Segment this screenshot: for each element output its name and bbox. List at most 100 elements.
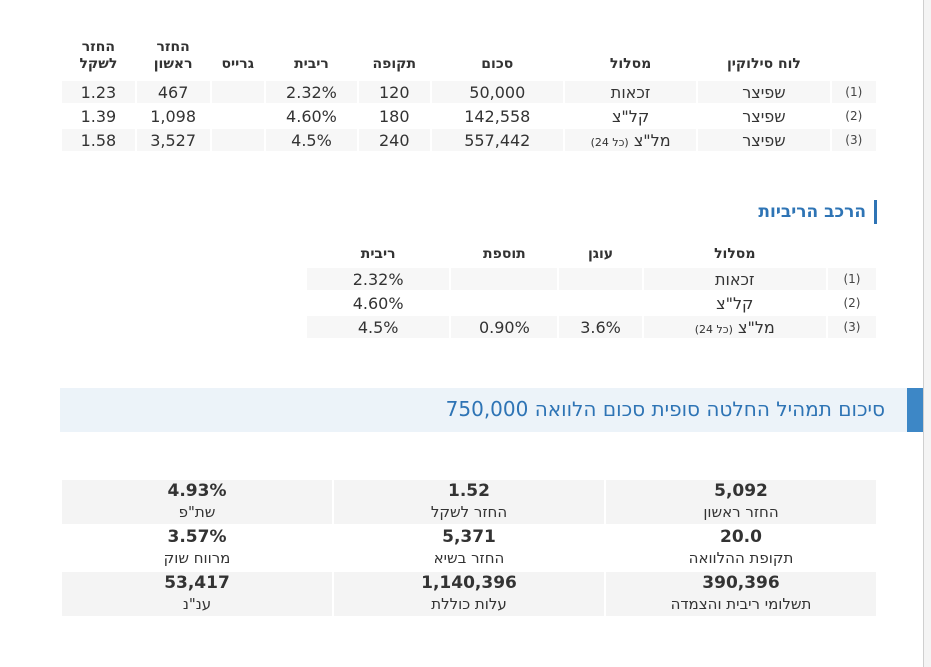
per-shekel-cell: 1.39 [80, 106, 117, 126]
track-label: זכאות [610, 82, 651, 102]
summary-label: החזר ראשון [703, 503, 779, 521]
summary-value: 4.93% [167, 481, 227, 501]
track-label: מל"צ [633, 130, 671, 150]
col-track: מסלול [609, 56, 652, 72]
track-cell: זכאות [643, 268, 826, 290]
rates-table: מסלול עוגן תוספת ריבית (1) זכאות 2.32% (… [305, 240, 878, 340]
first-payment-cell: 467 [136, 81, 210, 103]
scrollbar-track[interactable] [923, 0, 931, 667]
summary-row: 390,396 תשלומי ריבית והצמדה 1,140,396 עלות… [62, 572, 876, 616]
summary-banner: סיכום תמהיל החלטה סופית סכום הלוואה 750,… [60, 388, 923, 432]
first-payment-cell: 3,527 [136, 129, 210, 151]
table-row: (1) שפיצר זכאות 50,000 120 2.32% 467 1.2… [62, 81, 876, 103]
track-label: מל"צ [737, 317, 775, 337]
summary-label: החזר לשקל [430, 503, 508, 521]
table-row: (3) מל"צ (כל 24) 3.6% 0.90% 4.5% [307, 316, 876, 338]
table-header: מסלול עוגן תוספת ריבית [307, 242, 876, 266]
row-index: (1) [831, 81, 876, 103]
summary-cell-ann: 53,417 ענ"נ [62, 572, 332, 616]
track-cell: קל"צ [565, 105, 696, 127]
period-cell: 240 [358, 129, 430, 151]
anchor-cell [559, 268, 642, 290]
summary-value: 20.0 [720, 527, 762, 547]
amount-cell: 142,558 [464, 106, 531, 126]
summary-banner-title: סיכום תמהיל החלטה סופית סכום הלוואה 750,… [445, 397, 885, 421]
track-cell: קל"צ [644, 292, 826, 314]
col-grace: גרייס [221, 56, 254, 72]
summary-value: 390,396 [702, 573, 780, 593]
table-row: (3) שפיצר מל"צ (כל 24) 557,442 240 4.5% … [62, 129, 876, 151]
summary-label: תשלומי ריבית והצמדה [670, 595, 812, 613]
banner-accent-bar [907, 388, 923, 432]
schedule-cell: שפיצר [742, 106, 786, 126]
track-label: קל"צ [611, 106, 650, 126]
rate-cell: 4.60% [352, 293, 404, 313]
col-first-payment: החזר ראשון [153, 39, 193, 72]
summary-value: 1,140,396 [421, 573, 517, 593]
track-note: (כל 24) [694, 322, 733, 336]
summary-row: 20.0 תקופת ההלוואה 5,371 החזר בשיא 3.57% מר… [62, 526, 876, 570]
summary-label: עלות כוללת [431, 595, 507, 613]
summary-label: החזר בשיא [433, 549, 505, 567]
grace-cell [211, 129, 265, 151]
margin-cell: 0.90% [451, 316, 558, 338]
col-period: תקופה [372, 56, 417, 72]
track-cell: זכאות [564, 81, 697, 103]
summary-value: 5,092 [714, 481, 768, 501]
period-cell: 120 [358, 81, 430, 103]
row-index: (3) [831, 129, 876, 151]
rate-cell: 4.5% [266, 129, 357, 151]
col-track: מסלול [714, 246, 756, 262]
summary-label: ענ"נ [182, 595, 212, 613]
rate-cell: 4.60% [286, 106, 337, 126]
grace-cell [211, 81, 265, 103]
rate-cell: 2.32% [266, 81, 357, 103]
summary-cell-per-shekel: 1.52 החזר לשקל [334, 480, 604, 524]
margin-cell [451, 268, 558, 290]
table-row: (2) קל"צ 4.60% [307, 292, 876, 314]
summary-value: 53,417 [164, 573, 230, 593]
summary-cell-market-spread: 3.57% מרווח שוק [62, 526, 332, 570]
amount-cell: 50,000 [431, 81, 563, 103]
first-payment-cell: 1,098 [150, 106, 197, 126]
rate-cell: 2.32% [307, 268, 450, 290]
track-label: קל"צ [716, 293, 754, 313]
summary-value: 5,371 [442, 527, 496, 547]
summary-cell-peak-payment: 5,371 החזר בשיא [334, 526, 604, 570]
per-shekel-cell: 1.23 [62, 81, 135, 103]
summary-cell-first-payment: 5,092 החזר ראשון [606, 480, 876, 524]
summary-label: שת"פ [178, 503, 216, 521]
track-note: (כל 24) [590, 135, 629, 149]
rate-cell: 4.5% [307, 316, 450, 338]
col-per-shekel: החזר לשקל [79, 39, 118, 72]
per-shekel-cell: 1.58 [62, 129, 135, 151]
col-index [828, 242, 876, 266]
summary-cell-loan-period: 20.0 תקופת ההלוואה [606, 526, 876, 570]
track-cell: מל"צ (כל 24) [564, 129, 697, 151]
table-header: לוח סילוקין מסלול סכום תקופה ריבית גרייס… [62, 32, 876, 79]
col-anchor: עוגן [587, 246, 614, 262]
summary-value: 1.52 [448, 481, 490, 501]
row-index: (1) [827, 268, 876, 290]
summary-grid: 5,092 החזר ראשון 1.52 החזר לשקל 4.93% שת"פ … [60, 478, 878, 618]
col-margin: תוספת [483, 246, 526, 262]
summary-cell-interest-indexation: 390,396 תשלומי ריבית והצמדה [606, 572, 876, 616]
row-index: (3) [827, 316, 876, 338]
margin-cell [451, 292, 557, 314]
summary-cell-total-cost: 1,140,396 עלות כוללת [334, 572, 604, 616]
track-cell: מל"צ (כל 24) [643, 316, 826, 338]
row-index: (2) [845, 109, 863, 123]
summary-row: 5,092 החזר ראשון 1.52 החזר לשקל 4.93% שת"פ [62, 480, 876, 524]
col-rate: ריבית [294, 56, 329, 72]
silicon-table: לוח סילוקין מסלול סכום תקופה ריבית גרייס… [60, 30, 878, 153]
schedule-cell: שפיצר [698, 81, 830, 103]
grace-cell [212, 105, 265, 127]
summary-label: תקופת ההלוואה [688, 549, 794, 567]
col-amount: סכום [481, 56, 514, 72]
col-index [832, 32, 876, 79]
summary-value: 3.57% [167, 527, 227, 547]
row-index: (2) [843, 296, 861, 310]
col-rate: ריבית [360, 246, 396, 262]
track-label: זכאות [714, 269, 755, 289]
table-row: (1) זכאות 2.32% [307, 268, 876, 290]
